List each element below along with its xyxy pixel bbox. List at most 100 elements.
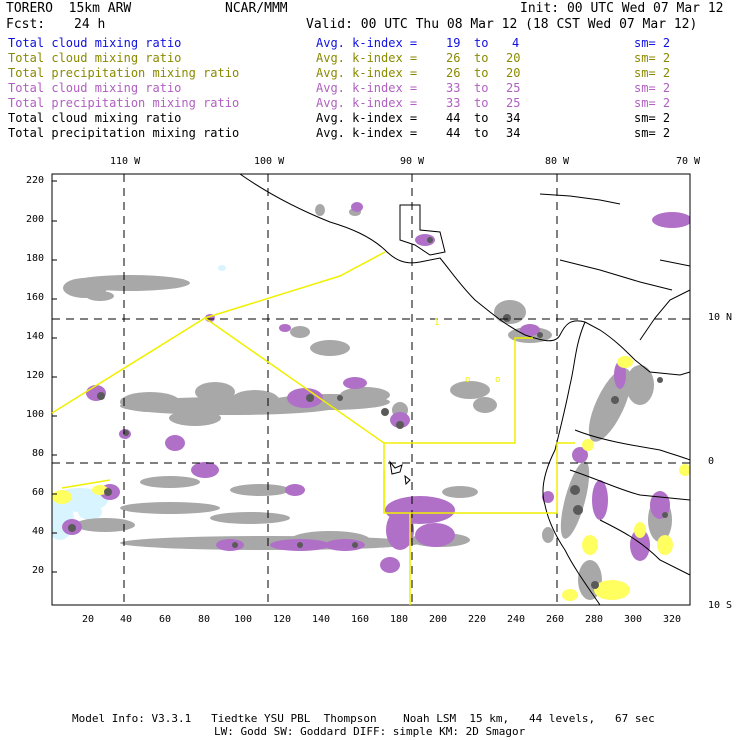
y-tick-label: 120 (26, 370, 45, 381)
y-tick-label: 80 (32, 448, 45, 459)
legend-avg-label: Avg. k-index = (316, 51, 418, 65)
lat-label: 10 S (708, 600, 733, 611)
legend-row: Total precipitation mixing ratio Avg. k-… (8, 96, 670, 216)
x-tick-label: 100 (234, 614, 253, 625)
legend-smoothing: sm= 2 (634, 51, 671, 65)
svg-text:1: 1 (434, 318, 439, 328)
x-tick-label: 300 (624, 614, 643, 625)
legend-field: Total precipitation mixing ratio (8, 126, 240, 140)
x-tick-label: 180 (390, 614, 409, 625)
y-tick-label: 160 (26, 292, 45, 303)
x-tick-label: 20 (82, 614, 95, 625)
x-tick-label: 120 (273, 614, 292, 625)
model-title: TORERO 15km ARW (6, 1, 132, 16)
model-info: Model Info: V3.3.1 Tiedtke YSU PBL Thomp… (72, 712, 655, 725)
legend-avg-label: Avg. k-index = (316, 126, 418, 140)
legend-to: to (474, 126, 489, 140)
lon-label: 90 W (400, 156, 425, 167)
x-tick-label: 200 (429, 614, 448, 625)
forecast-label: Fcst: (6, 17, 46, 32)
region-markers: 1 o o (434, 318, 500, 385)
legend-to: to (474, 96, 489, 110)
legend-smoothing: sm= 2 (634, 36, 671, 50)
x-tick-label: 320 (663, 614, 682, 625)
forecast-hours: 24 h (74, 17, 106, 32)
legend-smoothing: sm= 2 (634, 66, 671, 80)
legend-avg-label: Avg. k-index = (316, 96, 418, 110)
legend-avg-label: Avg. k-index = (316, 81, 418, 95)
lat-label: 0 (708, 456, 715, 467)
legend-to: to (474, 81, 489, 95)
x-tick-label: 40 (120, 614, 133, 625)
x-tick-label: 220 (468, 614, 487, 625)
y-tick-label: 140 (26, 331, 45, 342)
legend-to: to (474, 36, 489, 50)
x-tick-label: 260 (546, 614, 565, 625)
legend-k-to: 34 (506, 126, 521, 140)
legend-row: Total cloud mixing ratio Avg. k-index = … (8, 36, 670, 156)
legend-avg-label: Avg. k-index = (316, 111, 418, 125)
x-tick-label: 240 (507, 614, 526, 625)
legend-k-to: 4 (512, 36, 520, 50)
gray-cloud-field (63, 204, 672, 600)
y-tick-label: 180 (26, 253, 45, 264)
svg-text:o: o (465, 375, 470, 385)
lon-label: 100 W (254, 156, 285, 167)
legend-k-from: 19 (446, 36, 461, 50)
lat-lon-grid (52, 174, 690, 605)
field-layer (52, 202, 690, 601)
legend-smoothing: sm= 2 (634, 126, 671, 140)
legend-avg-label: Avg. k-index = (316, 36, 418, 50)
yellow-field (52, 356, 690, 601)
lon-label: 110 W (110, 156, 141, 167)
legend-to: to (474, 111, 489, 125)
legend-k-to: 34 (506, 111, 521, 125)
legend-k-from: 44 (446, 111, 461, 125)
legend-to: to (474, 51, 489, 65)
legend-field: Total cloud mixing ratio (8, 36, 182, 50)
coastline (239, 173, 691, 606)
y-tick-label: 60 (32, 487, 45, 498)
physics-info: LW: Godd SW: Goddard DIFF: simple KM: 2D… (214, 725, 526, 738)
legend-k-to: 20 (506, 51, 521, 65)
svg-text:o: o (495, 375, 500, 385)
y-tick-label: 100 (26, 409, 45, 420)
legend-field: Total cloud mixing ratio (8, 81, 182, 95)
legend-smoothing: sm= 2 (634, 81, 671, 95)
legend-k-from: 26 (446, 66, 461, 80)
x-tick-label: 280 (585, 614, 604, 625)
x-tick-label: 60 (159, 614, 172, 625)
organization-label: NCAR/MMM (225, 1, 288, 16)
lon-label: 80 W (545, 156, 570, 167)
valid-time: Valid: 00 UTC Thu 08 Mar 12 (18 CST Wed … (306, 17, 698, 32)
legend-field: Total precipitation mixing ratio (8, 66, 240, 80)
legend-k-to: 25 (506, 96, 521, 110)
y-tick-label: 200 (26, 214, 45, 225)
legend-row: Total precipitation mixing ratio Avg. k-… (8, 126, 670, 246)
legend-row: Total cloud mixing ratio Avg. k-index = … (8, 111, 670, 231)
legend-k-from: 33 (446, 81, 461, 95)
y-tick-label: 20 (32, 565, 45, 576)
lat-label: 10 N (708, 312, 733, 323)
legend-field: Total cloud mixing ratio (8, 51, 182, 65)
legend-row: Total cloud mixing ratio Avg. k-index = … (8, 81, 670, 201)
purple-precip-field (62, 202, 690, 573)
legend-avg-label: Avg. k-index = (316, 66, 418, 80)
legend-to: to (474, 66, 489, 80)
x-tick-label: 160 (351, 614, 370, 625)
x-tick-label: 80 (198, 614, 211, 625)
legend-k-to: 25 (506, 81, 521, 95)
legend-row: Total precipitation mixing ratio Avg. k-… (8, 66, 670, 186)
legend-smoothing: sm= 2 (634, 96, 671, 110)
y-tick-label: 220 (26, 175, 45, 186)
legend-k-to: 20 (506, 66, 521, 80)
region-boundaries (51, 251, 575, 605)
legend-field: Total cloud mixing ratio (8, 111, 182, 125)
legend-field: Total precipitation mixing ratio (8, 96, 240, 110)
lon-label: 70 W (676, 156, 701, 167)
axis-ticks (52, 180, 57, 573)
dark-core-field (68, 237, 668, 589)
legend-row: Total cloud mixing ratio Avg. k-index = … (8, 51, 670, 171)
legend-k-from: 33 (446, 96, 461, 110)
